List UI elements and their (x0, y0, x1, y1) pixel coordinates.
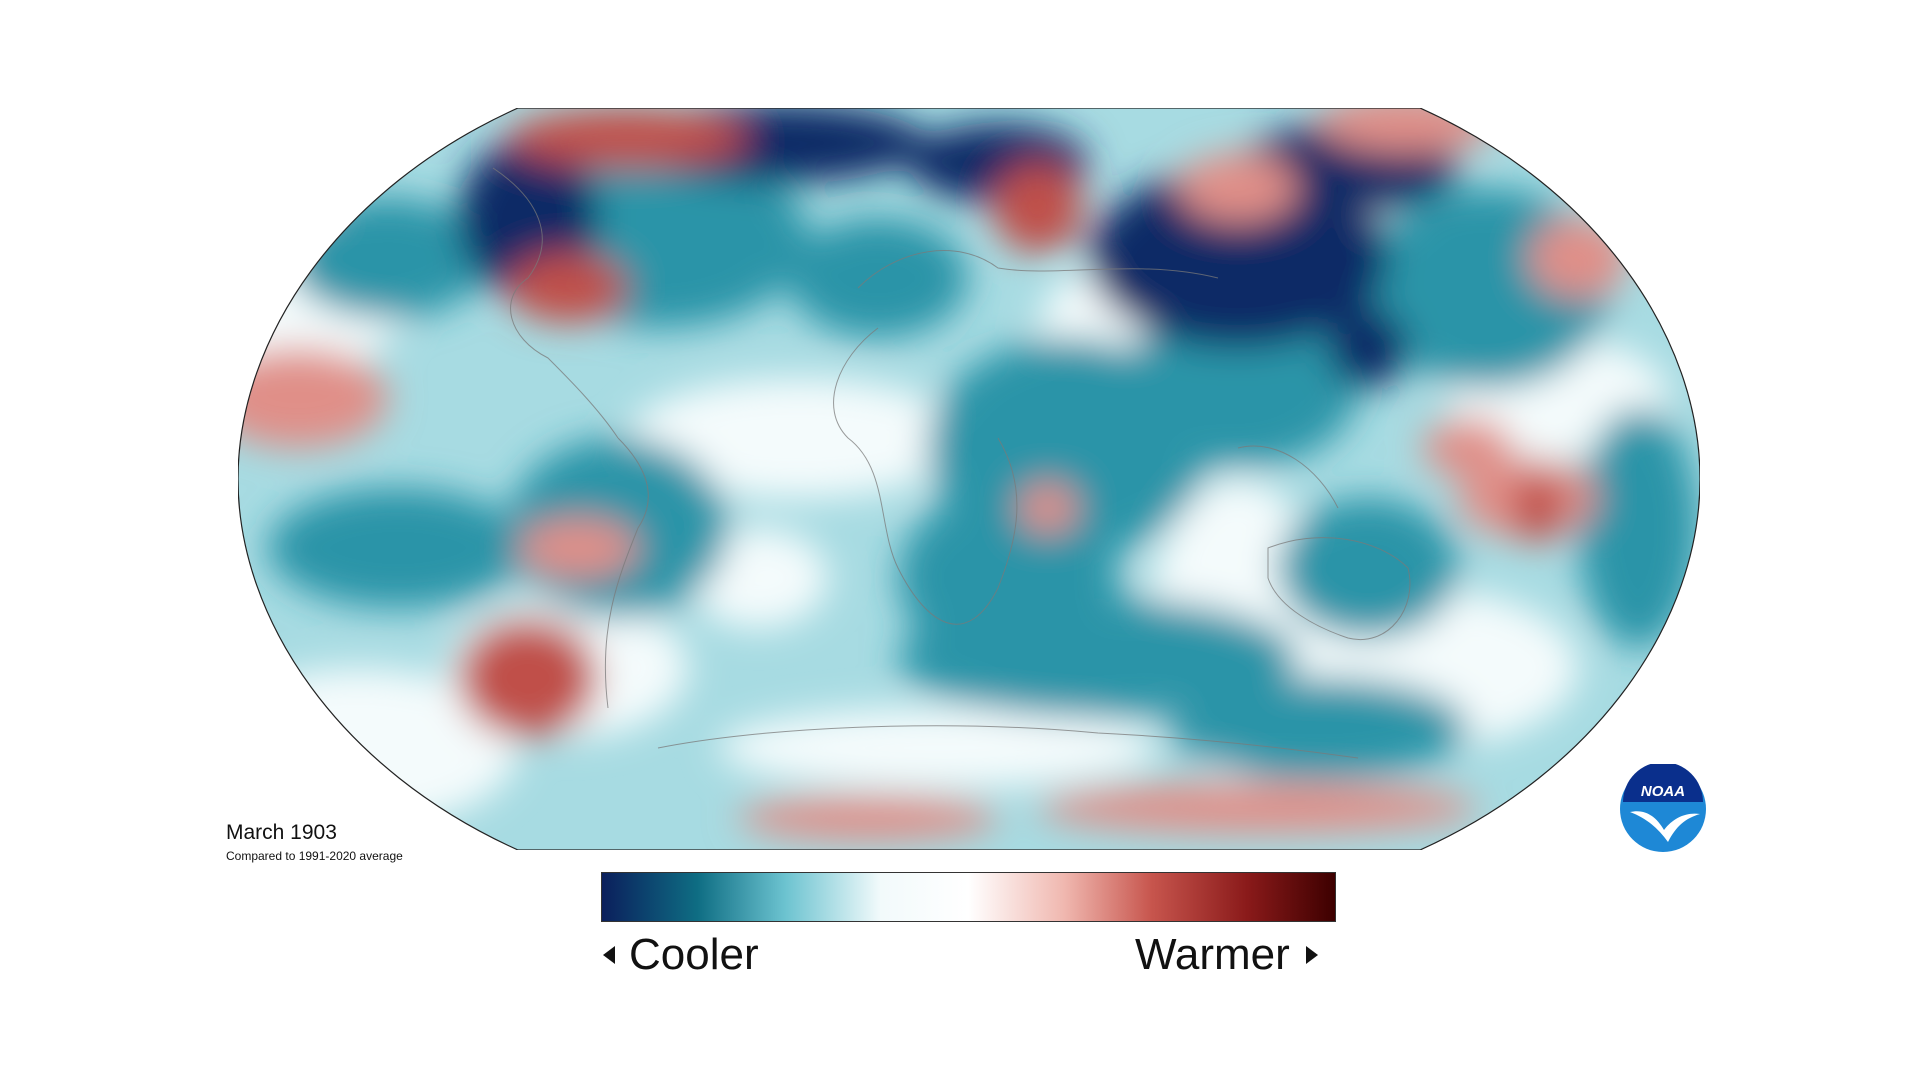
warm-strong-region (508, 253, 628, 323)
cool-strong-region (1328, 308, 1408, 388)
cool-region (288, 198, 488, 318)
map-border (238, 108, 1700, 850)
warm-strong-region (508, 108, 748, 168)
neutral-region (628, 378, 968, 498)
warm-region (518, 518, 638, 578)
warm-region (1528, 218, 1628, 298)
arrow-right-icon (1305, 946, 1318, 964)
warm-region (738, 796, 998, 840)
cool-region (1278, 498, 1458, 638)
map-field (238, 108, 1700, 850)
colorbar-label-warmer: Warmer (1135, 930, 1318, 980)
coastline-australia (1267, 537, 1411, 640)
map-svg (238, 108, 1700, 850)
colorbar-label-cooler: Cooler (603, 930, 759, 980)
warm-region (1038, 783, 1478, 833)
coastline-asia-south (1237, 445, 1339, 509)
cool-region (1118, 308, 1358, 468)
coastline-africa (833, 327, 1018, 625)
coastline-eurasia (857, 250, 1219, 289)
coastline-antarctica (657, 725, 1359, 759)
cool-strong-region (1088, 168, 1388, 348)
coastline-south-america (604, 437, 649, 709)
cool-region (268, 488, 528, 608)
noaa-logo: NOAA (1618, 762, 1708, 854)
temperature-anomaly-map (238, 108, 1700, 850)
arrow-left-icon (603, 946, 615, 964)
colorbar (601, 872, 1336, 922)
logo-text: NOAA (1641, 783, 1685, 800)
cool-region (788, 218, 968, 338)
cool-region (1578, 408, 1698, 648)
warm-region (1178, 153, 1298, 223)
warm-strong-region (458, 618, 598, 738)
warmer-label: Warmer (1135, 930, 1290, 979)
coastlines (492, 167, 1411, 759)
warm-region (1423, 418, 1513, 478)
warm-strong-region (1513, 473, 1563, 543)
caption-title: March 1903 (226, 821, 337, 844)
cool-region (898, 598, 1298, 718)
cooler-label: Cooler (629, 930, 759, 979)
cool-region (1168, 678, 1468, 778)
warm-strong-region (993, 163, 1083, 253)
warm-region (1318, 108, 1498, 153)
neutral-region (718, 708, 1158, 788)
warm-region (1018, 483, 1078, 533)
coastline-north-america (492, 167, 619, 439)
noaa-logo-icon: NOAA (1620, 762, 1706, 852)
logo-top-band (1623, 762, 1703, 802)
map-caption: March 1903 Compared to 1991-2020 average (226, 820, 403, 864)
caption-subtitle: Compared to 1991-2020 average (226, 849, 403, 863)
logo-bird-shape (1630, 811, 1700, 842)
